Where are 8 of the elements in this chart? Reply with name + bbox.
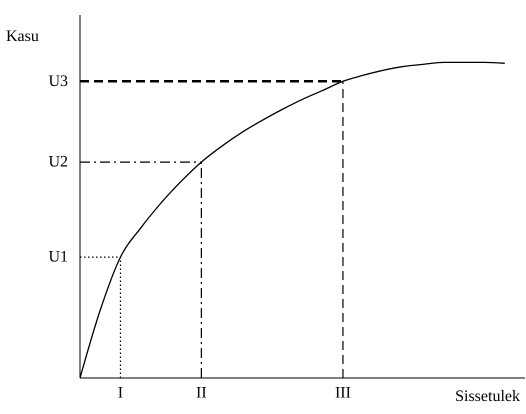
x-tick-label: II	[196, 384, 207, 402]
x-axis-title: Sissetulek	[455, 388, 520, 406]
text: U1	[48, 248, 68, 266]
text: U2	[48, 154, 68, 171]
text: U3	[48, 72, 68, 90]
x-tick-label: III	[334, 384, 351, 402]
x-tick-label: I	[118, 384, 124, 402]
y-axis-title: Kasu	[6, 28, 39, 46]
